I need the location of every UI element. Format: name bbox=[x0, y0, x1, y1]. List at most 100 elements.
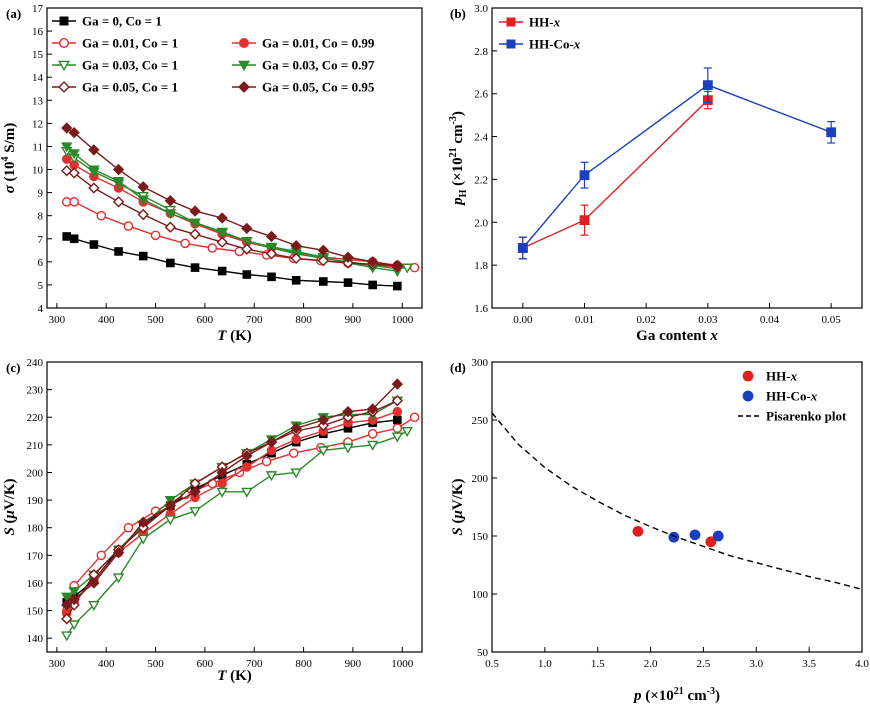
data-point bbox=[96, 550, 107, 561]
data-point bbox=[368, 280, 377, 290]
series-1 bbox=[668, 529, 724, 543]
x-tick-label: 600 bbox=[197, 314, 214, 326]
y-tick-label: 220 bbox=[27, 412, 44, 424]
y-tick-label: 17 bbox=[32, 3, 44, 15]
data-point bbox=[317, 255, 329, 267]
data-point bbox=[217, 266, 227, 276]
series-line bbox=[522, 84, 832, 249]
data-point bbox=[241, 450, 253, 462]
y-tick-label: 100 bbox=[472, 589, 489, 601]
data-point bbox=[150, 230, 161, 241]
panel-c: 300 400 500 600 700 800 900 1000 140 150 160 170 180… bbox=[2, 357, 423, 684]
data-point bbox=[319, 277, 328, 286]
legend-label: Ga = 0.01, Co = 0.99 bbox=[262, 36, 375, 51]
y-tick-label: 4 bbox=[38, 303, 44, 315]
data-point bbox=[68, 167, 80, 179]
y-tick-label: 180 bbox=[27, 523, 44, 535]
data-point bbox=[241, 487, 253, 498]
data-point bbox=[705, 536, 717, 548]
legend-label: HH-x bbox=[529, 15, 561, 30]
data-point bbox=[68, 126, 80, 139]
x-tick-label: 3.5 bbox=[802, 658, 816, 670]
data-point bbox=[88, 182, 100, 194]
x-tick-label: 0.03 bbox=[698, 314, 718, 326]
y-tick-label: 170 bbox=[27, 550, 44, 562]
data-point bbox=[265, 242, 278, 253]
legend-marker bbox=[238, 81, 250, 93]
data-point bbox=[391, 260, 403, 273]
data-point bbox=[88, 600, 100, 611]
series-line bbox=[66, 201, 415, 269]
y-tick-label: 2.0 bbox=[474, 217, 488, 229]
series-3 bbox=[61, 426, 413, 642]
data-point bbox=[689, 529, 701, 541]
y-tick-label: 15 bbox=[32, 49, 44, 61]
y-axis-label: S (μV/K) bbox=[450, 478, 466, 535]
y-tick-label: 13 bbox=[32, 95, 44, 107]
series-1 bbox=[517, 67, 837, 260]
data-point bbox=[62, 232, 72, 241]
data-point bbox=[68, 149, 80, 160]
legend-label: Ga = 0.03, Co = 0.97 bbox=[262, 58, 375, 73]
legend-marker bbox=[58, 81, 70, 93]
data-point bbox=[392, 423, 403, 434]
data-point bbox=[189, 218, 201, 229]
legend-label: HH-Co-x bbox=[529, 37, 581, 52]
y-tick-label: 300 bbox=[472, 357, 489, 369]
x-tick-label: 700 bbox=[246, 314, 263, 326]
series-line bbox=[66, 400, 398, 620]
data-point bbox=[164, 195, 177, 207]
legend-label: Ga = 0.05, Co = 0.95 bbox=[262, 80, 375, 95]
data-point bbox=[88, 165, 100, 176]
data-point bbox=[61, 631, 73, 642]
legend-label: Ga = 0.03, Co = 1 bbox=[82, 58, 178, 73]
data-point bbox=[290, 468, 302, 479]
data-point bbox=[112, 196, 125, 208]
data-point bbox=[317, 244, 329, 256]
data-point bbox=[342, 251, 354, 263]
series-6 bbox=[61, 378, 403, 611]
data-point bbox=[61, 142, 73, 153]
x-tick-label: 400 bbox=[98, 314, 115, 326]
data-point bbox=[366, 440, 379, 451]
y-tick-label: 190 bbox=[27, 495, 44, 507]
data-point bbox=[579, 215, 590, 226]
legend-marker bbox=[59, 16, 69, 26]
data-point bbox=[391, 432, 404, 443]
plot-frame bbox=[491, 361, 863, 653]
legend-label: Ga = 0.01, Co = 1 bbox=[82, 36, 178, 51]
x-tick-label: 600 bbox=[197, 658, 214, 670]
data-point bbox=[393, 281, 402, 291]
data-point bbox=[342, 257, 354, 269]
data-point bbox=[68, 587, 80, 598]
x-tick-label: 0.05 bbox=[822, 314, 842, 326]
data-point bbox=[68, 593, 80, 606]
x-tick-label: 400 bbox=[98, 658, 115, 670]
data-point bbox=[342, 443, 354, 454]
y-tick-label: 200 bbox=[27, 467, 44, 479]
y-tick-label: 5 bbox=[38, 280, 44, 292]
data-point bbox=[290, 422, 302, 434]
data-point bbox=[88, 577, 100, 589]
y-axis-label: S (μV/K) bbox=[2, 478, 18, 535]
data-point bbox=[290, 252, 302, 265]
legend-label: HH-x bbox=[766, 369, 798, 384]
x-tick-label: 0.5 bbox=[485, 658, 499, 670]
data-point bbox=[242, 462, 252, 472]
y-tick-label: 14 bbox=[32, 72, 44, 84]
data-point bbox=[391, 394, 403, 407]
data-point bbox=[189, 205, 201, 217]
y-tick-label: 140 bbox=[27, 633, 44, 645]
y-tick-label: 3.0 bbox=[474, 3, 488, 15]
y-axis-label: σ (104 S/m) bbox=[0, 123, 18, 194]
data-point bbox=[69, 234, 79, 244]
data-point bbox=[164, 515, 177, 526]
data-point bbox=[189, 228, 201, 240]
x-tick-label: 1.5 bbox=[591, 658, 605, 670]
plot-frame bbox=[46, 361, 423, 653]
data-point bbox=[366, 256, 379, 268]
legend-marker bbox=[506, 17, 516, 27]
data-point bbox=[166, 258, 175, 268]
legend-marker bbox=[238, 60, 250, 72]
